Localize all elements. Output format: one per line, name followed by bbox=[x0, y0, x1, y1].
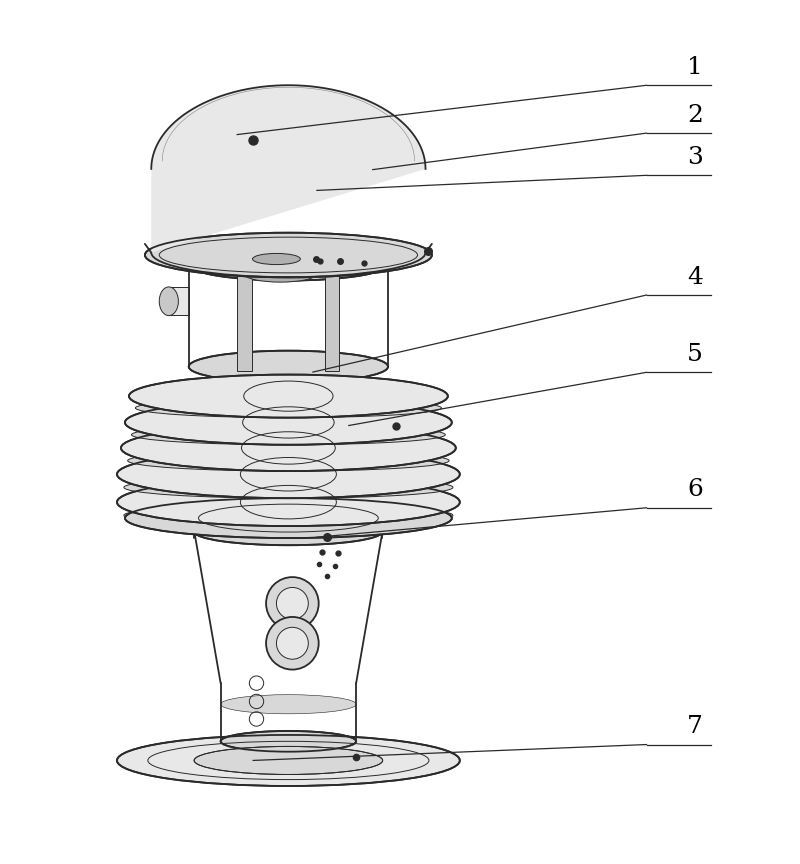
Ellipse shape bbox=[235, 254, 254, 267]
Text: 4: 4 bbox=[687, 265, 703, 289]
Circle shape bbox=[266, 617, 318, 670]
Ellipse shape bbox=[253, 253, 300, 264]
Ellipse shape bbox=[121, 425, 456, 471]
Ellipse shape bbox=[194, 746, 382, 774]
Ellipse shape bbox=[129, 375, 448, 417]
Text: 7: 7 bbox=[687, 715, 703, 738]
Ellipse shape bbox=[117, 479, 460, 526]
Ellipse shape bbox=[117, 735, 460, 786]
Bar bbox=[238, 261, 252, 371]
Ellipse shape bbox=[322, 254, 342, 267]
Text: 3: 3 bbox=[687, 146, 703, 169]
Ellipse shape bbox=[189, 351, 388, 383]
Ellipse shape bbox=[145, 232, 432, 277]
Ellipse shape bbox=[135, 398, 442, 417]
Text: 1: 1 bbox=[687, 56, 703, 79]
Ellipse shape bbox=[124, 477, 453, 499]
Ellipse shape bbox=[245, 266, 316, 283]
Ellipse shape bbox=[128, 450, 449, 471]
Bar bbox=[325, 261, 339, 371]
Ellipse shape bbox=[131, 425, 446, 445]
Text: 5: 5 bbox=[687, 343, 703, 365]
Polygon shape bbox=[169, 287, 189, 314]
Ellipse shape bbox=[124, 505, 453, 526]
Text: 6: 6 bbox=[687, 479, 703, 501]
Circle shape bbox=[277, 627, 308, 659]
Circle shape bbox=[277, 588, 308, 619]
Ellipse shape bbox=[221, 731, 356, 752]
Ellipse shape bbox=[125, 400, 452, 445]
Ellipse shape bbox=[221, 695, 356, 714]
Polygon shape bbox=[151, 86, 426, 252]
Ellipse shape bbox=[189, 249, 388, 281]
Ellipse shape bbox=[117, 450, 460, 499]
Ellipse shape bbox=[194, 518, 382, 545]
Text: 2: 2 bbox=[687, 104, 703, 127]
Ellipse shape bbox=[125, 499, 452, 538]
Circle shape bbox=[266, 577, 318, 630]
Ellipse shape bbox=[159, 287, 178, 315]
